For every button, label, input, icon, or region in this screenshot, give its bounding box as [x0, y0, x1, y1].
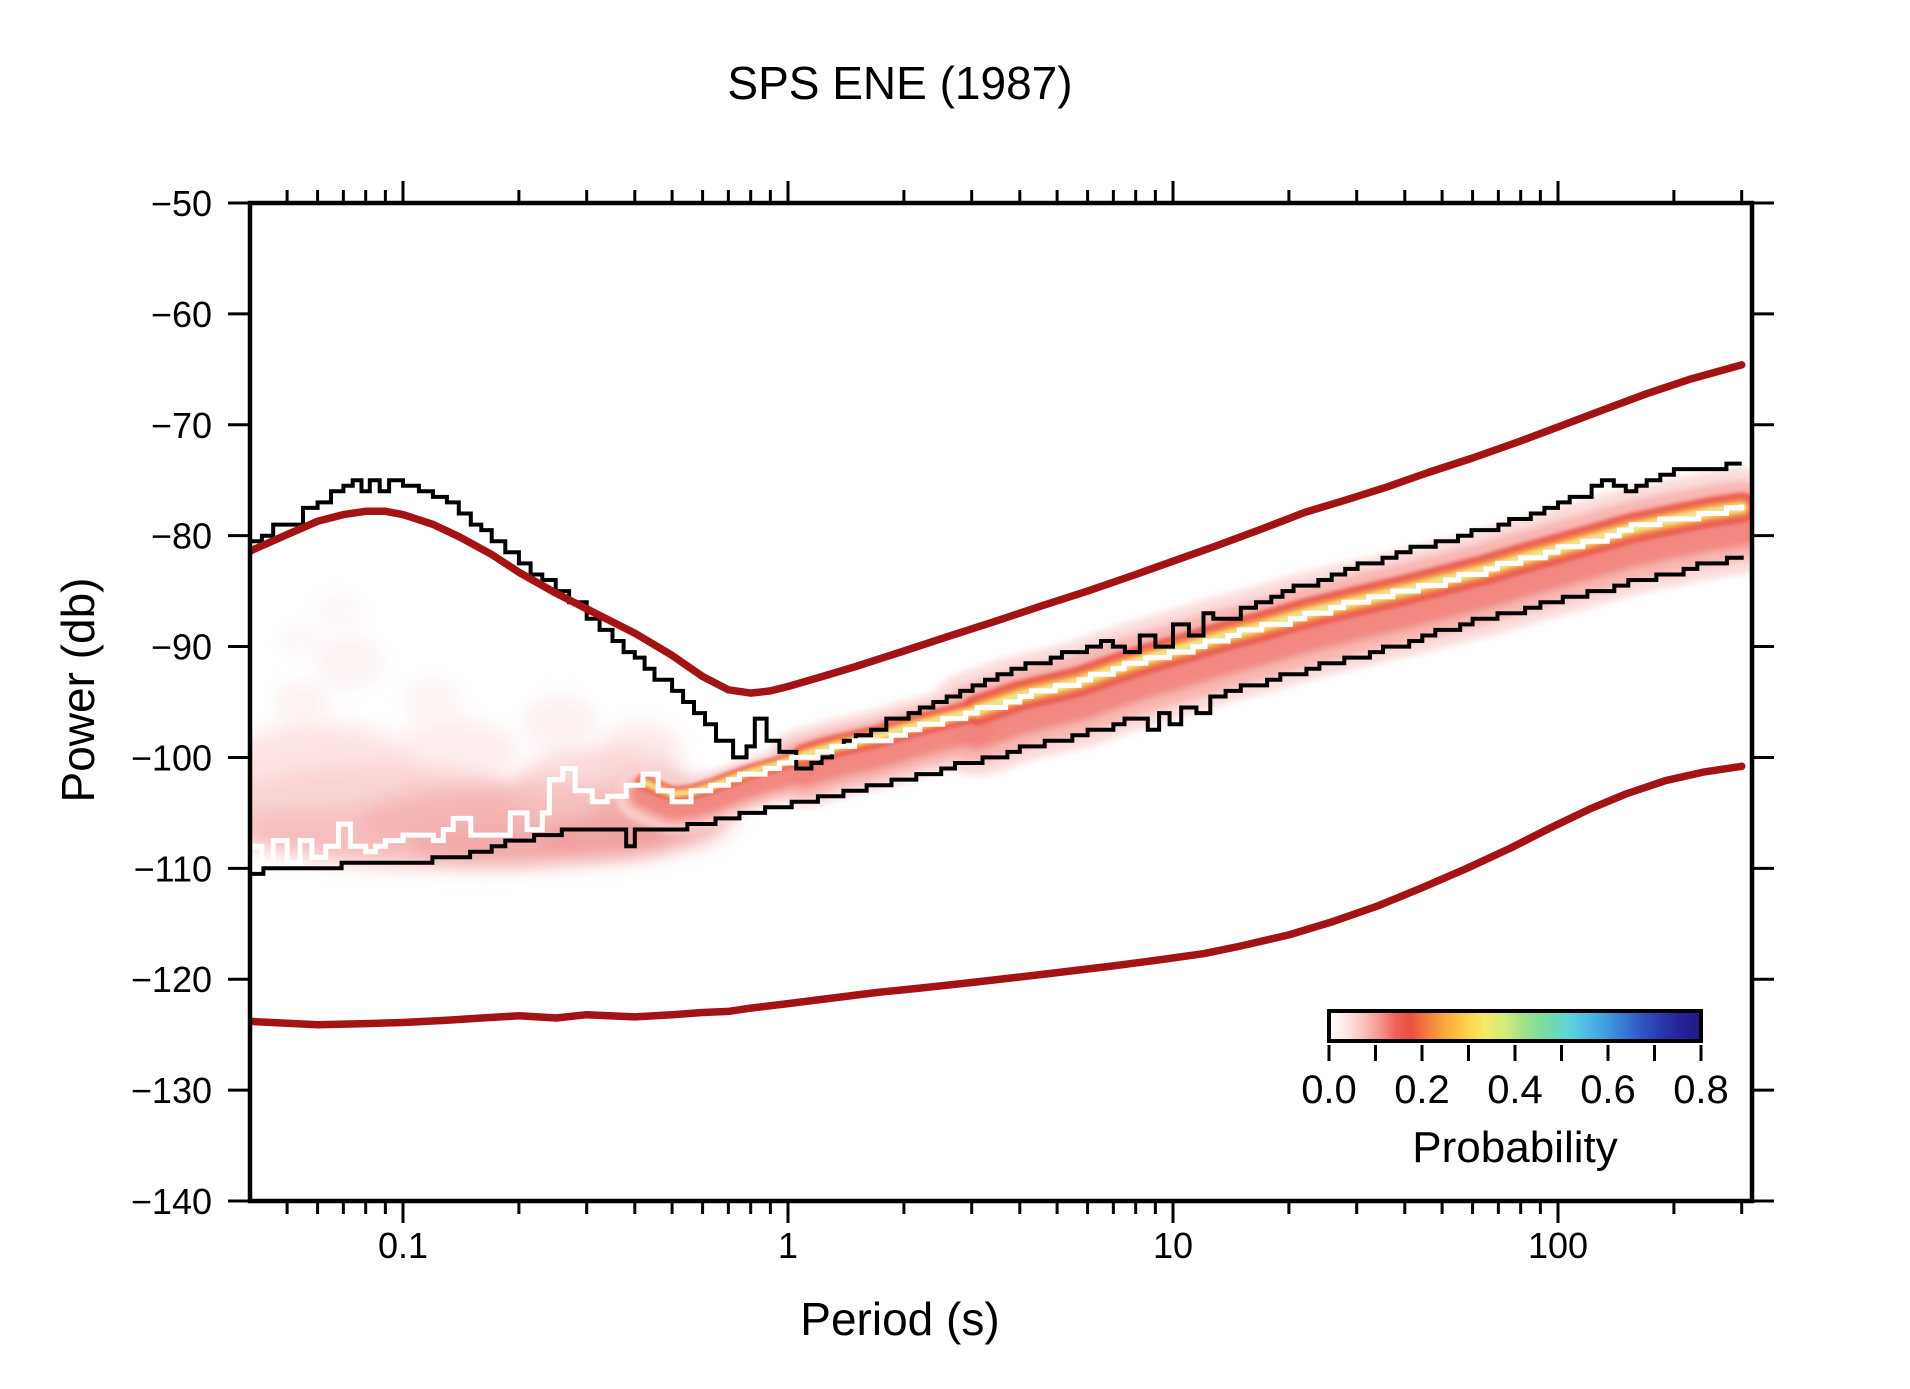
- colorbar-title: Probability: [1412, 1123, 1617, 1172]
- colorbar-tick-label: 0.0: [1301, 1068, 1357, 1112]
- x-tick-label: 10: [1153, 1225, 1193, 1266]
- y-tick-label: −70: [151, 405, 212, 446]
- colorbar-bar: [1327, 1009, 1703, 1043]
- min-envelope-line: [250, 555, 1744, 876]
- high-noise-model-curve: [250, 361, 1746, 697]
- colorbar: 0.0 0.2 0.4 0.6 0.8 Probability: [1301, 1009, 1729, 1172]
- y-tick-label: −80: [151, 516, 212, 557]
- pdf-cloud-blob: [316, 636, 384, 688]
- pdf-cloud-blob: [524, 696, 596, 748]
- pdf-cloud-blob: [250, 723, 415, 813]
- colorbar-tick-label: 0.4: [1487, 1068, 1543, 1112]
- y-tick-label: −50: [151, 183, 212, 224]
- colorbar-tick-label: 0.6: [1580, 1068, 1636, 1112]
- pdf-cloud-blob: [276, 682, 328, 722]
- plot-frame: [247, 200, 1755, 1204]
- x-axis-title: Period (s): [800, 1293, 1000, 1345]
- x-tick-label: 0.1: [378, 1225, 428, 1266]
- plot-area: [250, 361, 1752, 1029]
- pdf-cloud-blob: [402, 678, 462, 722]
- figure-title: SPS ENE (1987): [727, 57, 1073, 109]
- mode-line: [250, 504, 1745, 866]
- y-tick-label: −90: [151, 627, 212, 668]
- pdf-band-layer: [630, 755, 817, 820]
- x-tick-label: 1: [778, 1225, 798, 1266]
- y-tick-label: −100: [131, 737, 212, 778]
- colorbar-tick-label: 0.2: [1394, 1068, 1450, 1112]
- pdf-cloud-blob: [316, 592, 360, 628]
- pdf-cloud-blob: [280, 624, 320, 656]
- y-tick-label: −140: [131, 1181, 212, 1222]
- axis-ticks: [228, 181, 1774, 1223]
- y-tick-label: −130: [131, 1070, 212, 1111]
- pdf-cloud-blob: [598, 724, 682, 780]
- pdf-cloud-blob: [540, 816, 680, 860]
- max-envelope-line: [250, 461, 1742, 771]
- pdf-cloud-blob: [393, 720, 517, 784]
- y-tick-label: −110: [134, 848, 212, 889]
- low-noise-model-curve: [250, 762, 1746, 1029]
- x-tick-label: 100: [1528, 1225, 1588, 1266]
- y-tick-label: −60: [151, 294, 212, 335]
- y-tick-label: −120: [131, 959, 212, 1000]
- colorbar-tick-label: 0.8: [1673, 1068, 1729, 1112]
